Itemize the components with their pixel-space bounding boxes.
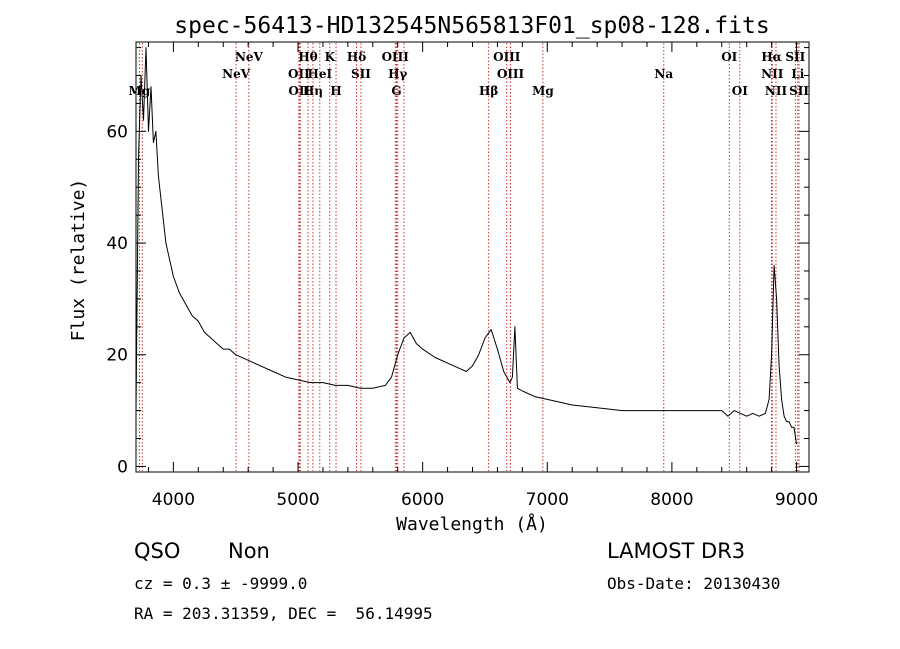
- obs-date: Obs-Date: 20130430: [607, 574, 781, 593]
- x-tick-label-0: 4000: [152, 490, 195, 510]
- line-label-25: Hα: [761, 50, 782, 64]
- spectrum-series: [135, 47, 797, 445]
- line-label-19: OIII: [493, 50, 521, 64]
- line-label-22: Na: [654, 67, 673, 81]
- y-tick-label-3: 60: [106, 122, 128, 142]
- x-tick-label-5: 9000: [775, 490, 818, 510]
- object-class: QSO: [134, 539, 181, 563]
- line-label-29: Li: [791, 67, 804, 81]
- plot-frame: [135, 41, 810, 473]
- line-label-23: OI: [721, 50, 737, 64]
- y-tick-label-0: 0: [117, 457, 128, 477]
- x-tick-label-3: 7000: [526, 490, 569, 510]
- coordinates: RA = 203.31359, DEC = 56.14995: [134, 604, 433, 623]
- y-tick-label-1: 20: [106, 346, 128, 366]
- line-label-7: Hθ: [298, 50, 317, 64]
- line-label-15: Hγ: [388, 67, 407, 81]
- x-tick-label-2: 6000: [401, 490, 444, 510]
- line-label-5: OII: [288, 84, 310, 98]
- line-label-4: OII: [288, 67, 310, 81]
- line-label-16: G: [391, 84, 401, 98]
- line-label-12: Hδ: [347, 50, 366, 64]
- x-axis-label: Wavelength (Å): [396, 513, 548, 535]
- line-label-8: Hη: [303, 84, 323, 98]
- object-subclass: Non: [228, 539, 270, 563]
- x-tick-label-4: 8000: [650, 490, 693, 510]
- spectrum-line-0: [135, 47, 797, 445]
- line-label-28: SII: [785, 50, 805, 64]
- y-axis-label: Flux (relative): [68, 179, 89, 342]
- line-label-26: NII: [761, 67, 784, 81]
- line-label-27: NII: [765, 84, 788, 98]
- line-label-13: SII: [351, 67, 371, 81]
- line-label-30: SII: [789, 84, 809, 98]
- line-label-10: K: [325, 50, 336, 64]
- line-label-0: Mg: [129, 84, 151, 98]
- line-label-18: Hβ: [479, 84, 498, 98]
- line-label-14: OIII: [382, 50, 410, 64]
- y-tick-label-2: 40: [106, 234, 128, 254]
- chart-title: spec-56413-HD132545N565813F01_sp08-128.f…: [174, 13, 769, 39]
- line-label-11: H: [330, 84, 341, 98]
- line-label-9: HeI: [308, 67, 333, 81]
- line-label-3: NeV: [235, 50, 264, 64]
- x-tick-label-1: 5000: [276, 490, 319, 510]
- line-label-20: OIII: [497, 67, 525, 81]
- axis-ticks: 4000 5000 6000 7000 8000 9000 0 20 40 60: [106, 42, 818, 510]
- survey-name: LAMOST DR3: [607, 539, 746, 563]
- emission-line-markers: Mg NeV NeV OII OII Hθ Hη HeI K H Hδ SII OIII Hγ G Hβ OII…: [129, 43, 809, 471]
- line-label-21: Mg: [532, 84, 554, 98]
- line-label-24: OI: [732, 84, 748, 98]
- redshift-readout: cz = 0.3 ± -9999.0: [134, 574, 308, 593]
- line-label-2: NeV: [222, 67, 251, 81]
